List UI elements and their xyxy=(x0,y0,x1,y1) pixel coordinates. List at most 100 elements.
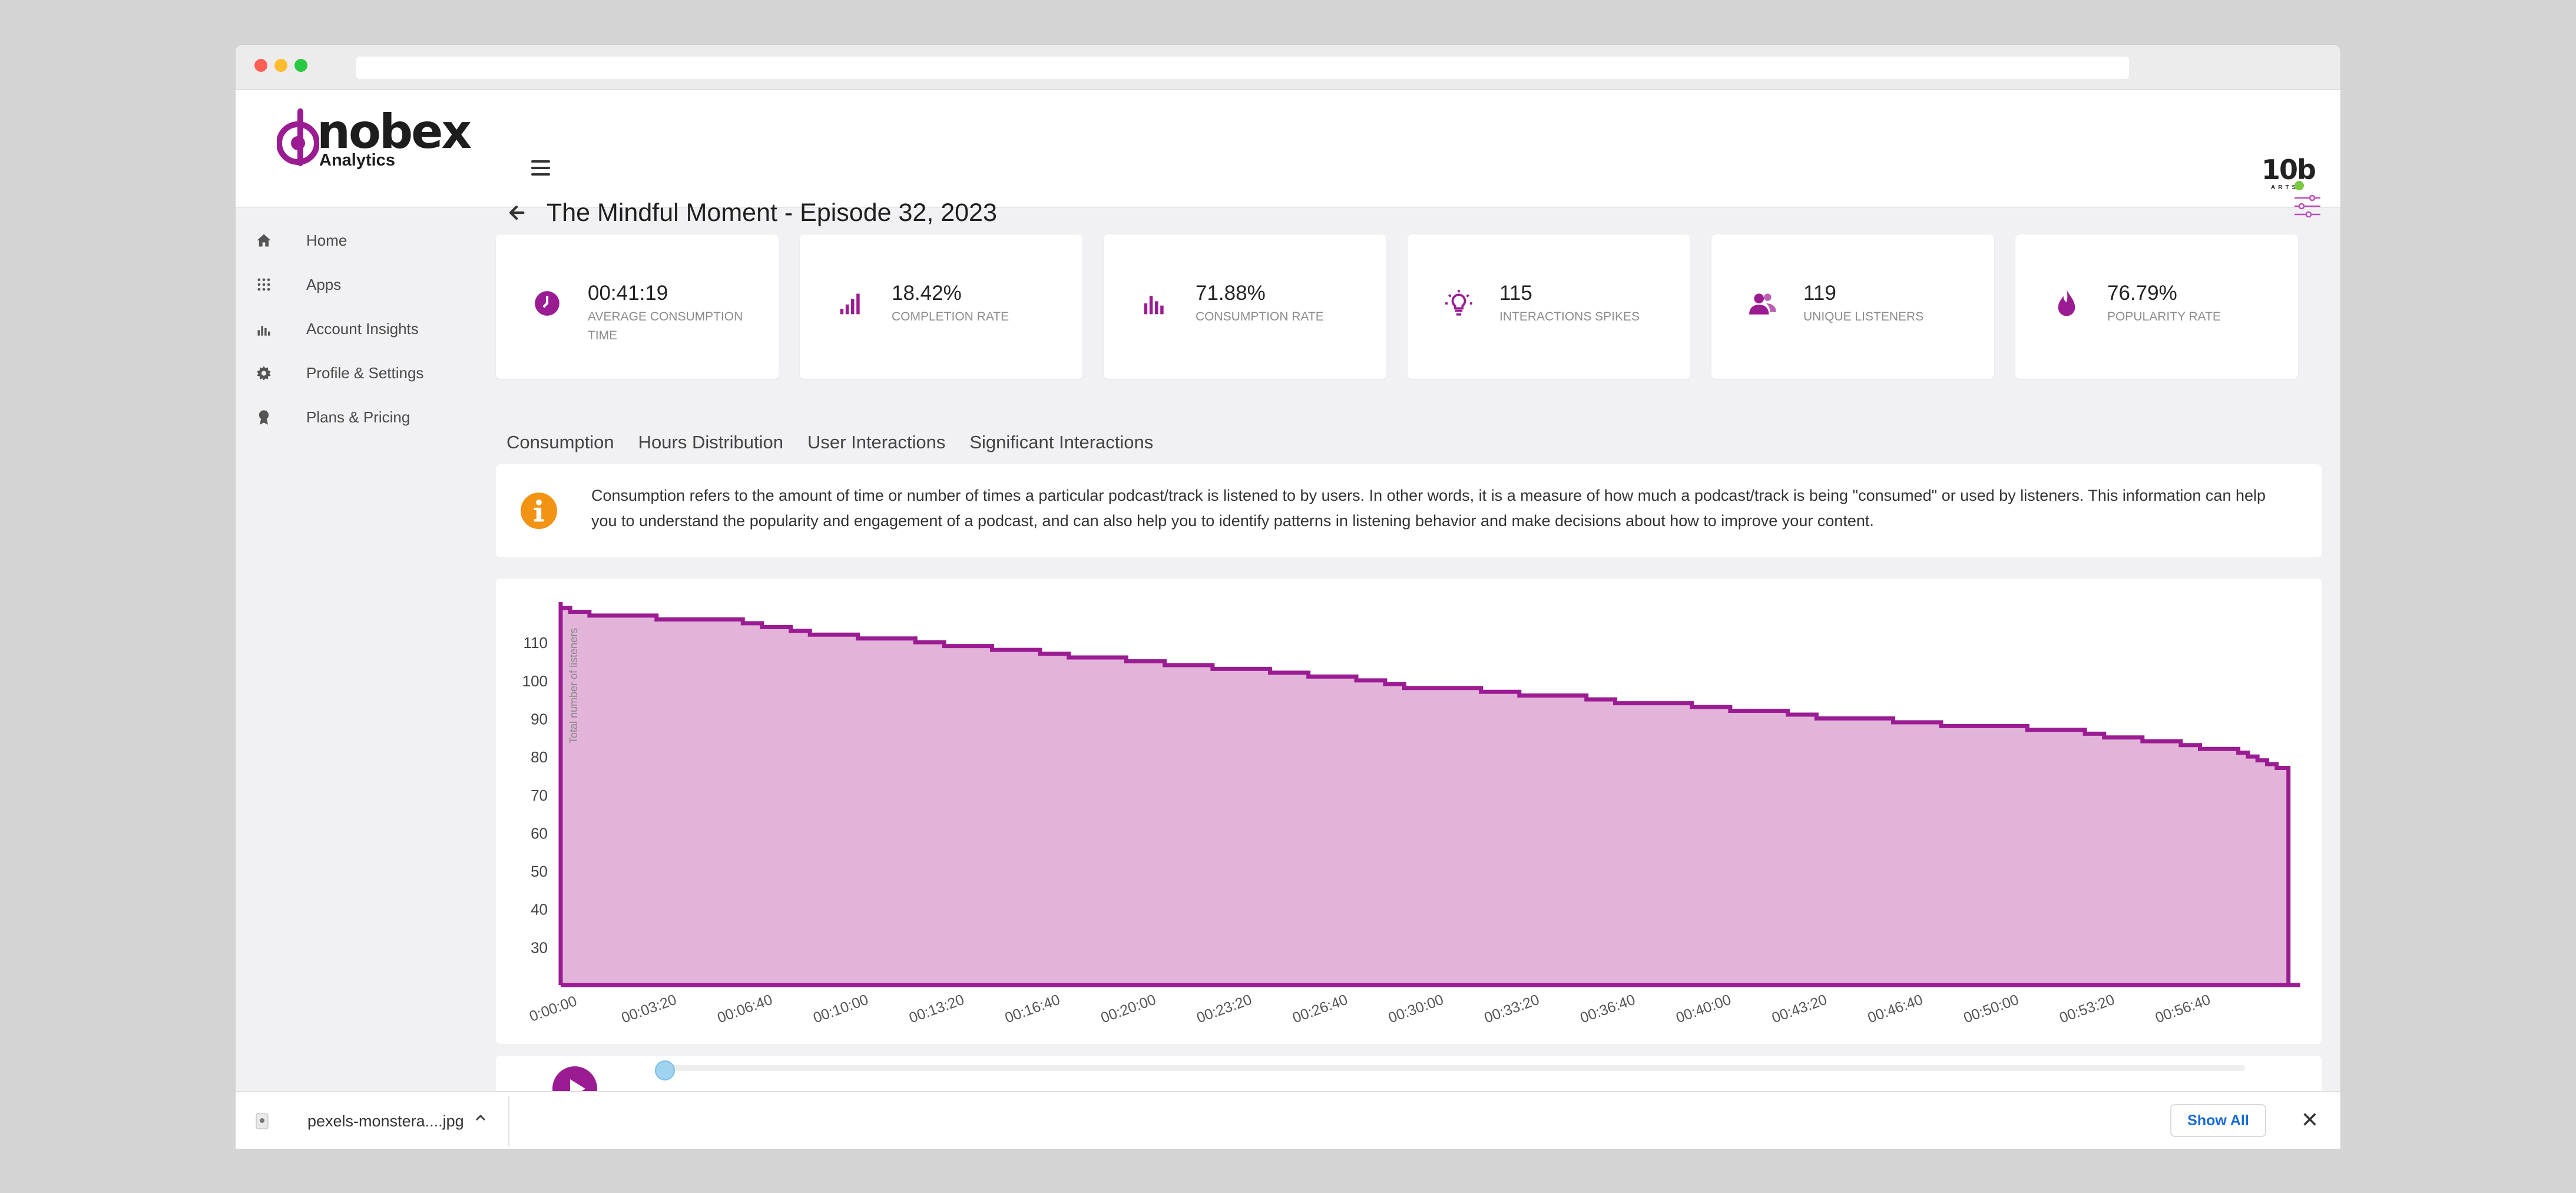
users-icon xyxy=(1747,287,1779,319)
metric-value: 71.88% xyxy=(1196,282,1266,305)
gear-icon xyxy=(257,366,271,381)
chart-x-tick-label: 00:43:20 xyxy=(1770,992,1829,1027)
browser-window: nobex Analytics 10b ARTS Home Apps xyxy=(236,45,2340,1149)
metrics-cards: 00:41:19 AVERAGE CONSUMPTION TIME 18.42%… xyxy=(496,234,2322,379)
bar-chart-icon xyxy=(1139,287,1171,319)
metric-card-unique-listeners: 119 UNIQUE LISTENERS xyxy=(1711,234,1994,379)
clock-icon xyxy=(531,287,563,319)
sidebar-item-apps[interactable]: Apps xyxy=(256,270,341,299)
image-file-icon xyxy=(256,1113,269,1129)
metric-caption: AVERAGE CONSUMPTION TIME xyxy=(588,310,743,342)
chart-y-axis-label: Total number of listeners xyxy=(568,628,580,743)
chart-x-tick-label: 00:56:40 xyxy=(2153,992,2213,1027)
chart-x-tick-label: 0:00:00 xyxy=(527,993,579,1025)
chart-y-tick-label: 60 xyxy=(531,824,548,842)
player-progress-thumb[interactable] xyxy=(655,1060,675,1080)
info-panel: Consumption refers to the amount of time… xyxy=(496,464,2322,557)
sidebar-item-label: Home xyxy=(306,231,347,249)
close-window-button[interactable] xyxy=(254,59,267,72)
show-all-button[interactable]: Show All xyxy=(2170,1104,2266,1137)
apps-grid-icon xyxy=(257,278,270,291)
chart-y-tick-label: 80 xyxy=(531,748,548,766)
logo-mark-icon xyxy=(277,108,319,166)
sidebar: Home Apps Account Insights Profile & Set… xyxy=(236,208,489,1103)
page-title: The Mindful Moment - Episode 32, 2023 xyxy=(547,198,997,227)
close-icon[interactable] xyxy=(2302,1111,2318,1128)
logo-subtitle: Analytics xyxy=(319,150,395,170)
back-arrow-icon[interactable] xyxy=(506,203,527,223)
chart-x-tick-label: 00:46:40 xyxy=(1866,992,1925,1027)
sidebar-item-account-insights[interactable]: Account Insights xyxy=(256,314,419,343)
brand-logo-subtext: ARTS xyxy=(2271,184,2299,191)
logo-word: nobex xyxy=(317,104,472,159)
app-header: nobex Analytics 10b ARTS xyxy=(236,90,2340,208)
chart-series-line xyxy=(558,606,2291,985)
metric-value: 18.42% xyxy=(892,282,962,305)
metric-value: 119 xyxy=(1803,282,1836,305)
sidebar-item-label: Profile & Settings xyxy=(306,363,424,382)
filter-sliders-icon[interactable] xyxy=(2293,192,2322,220)
page-title-row: The Mindful Moment - Episode 32, 2023 xyxy=(506,186,997,239)
sidebar-item-profile-settings[interactable]: Profile & Settings xyxy=(256,358,423,388)
signal-bars-icon xyxy=(835,287,867,319)
chart-x-tick-label: 00:40:00 xyxy=(1674,992,1733,1027)
chart-x-tick-label: 00:10:00 xyxy=(811,992,870,1027)
hamburger-menu-icon[interactable] xyxy=(531,160,550,176)
chart-x-tick-label: 00:06:40 xyxy=(715,992,774,1027)
home-icon xyxy=(257,234,271,247)
chart-y-tick-label: 30 xyxy=(531,938,548,956)
metric-card-popularity-rate: 76.79% POPULARITY RATE xyxy=(2015,234,2298,379)
chart-x-tick-label: 00:33:20 xyxy=(1482,992,1542,1027)
account-brand-logo[interactable]: 10b ARTS xyxy=(2262,154,2316,195)
flame-icon xyxy=(2051,287,2082,319)
chart-x-tick-label: 00:16:40 xyxy=(1003,992,1062,1027)
tab-significant-interactions[interactable]: Significant Interactions xyxy=(969,432,1154,452)
chart-y-tick-label: 110 xyxy=(524,634,548,652)
content-tabs: Consumption Hours Distribution User Inte… xyxy=(506,428,1177,457)
download-filename: pexels-monstera....jpg xyxy=(307,1112,464,1130)
brand-logo-text: 10b xyxy=(2262,154,2316,186)
sidebar-item-label: Account Insights xyxy=(306,319,419,338)
minimize-window-button[interactable] xyxy=(274,59,287,72)
player-progress-track[interactable] xyxy=(667,1065,2245,1071)
chart-x-tick-label: 00:53:20 xyxy=(2057,992,2117,1027)
consumption-chart-card: 30 40 50 60 70 80 90 100 110 Total number of list… xyxy=(496,579,2322,1044)
sidebar-item-home[interactable]: Home xyxy=(256,226,347,255)
maximize-window-button[interactable] xyxy=(294,59,307,72)
sidebar-item-plans-pricing[interactable]: Plans & Pricing xyxy=(256,402,410,432)
download-bar: pexels-monstera....jpg Show All xyxy=(236,1091,2340,1149)
address-bar[interactable] xyxy=(356,57,2129,79)
metric-caption: UNIQUE LISTENERS xyxy=(1803,310,1924,323)
metric-caption: INTERACTIONS SPIKES xyxy=(1499,310,1640,323)
metric-value: 00:41:19 xyxy=(588,282,668,305)
chart-x-tick-label: 00:20:00 xyxy=(1098,992,1158,1027)
chart-x-tick-label: 00:30:00 xyxy=(1386,992,1446,1027)
chart-x-tick-label: 00:13:20 xyxy=(907,992,966,1027)
download-item[interactable]: pexels-monstera....jpg xyxy=(256,1108,464,1135)
chart-area-fill xyxy=(561,608,2289,985)
divider xyxy=(508,1096,509,1146)
chart-y-tick-label: 40 xyxy=(531,901,548,918)
info-text: Consumption refers to the amount of time… xyxy=(591,487,2266,530)
tab-hours-distribution[interactable]: Hours Distribution xyxy=(638,432,784,452)
chart-x-tick-label: 00:23:20 xyxy=(1194,992,1254,1027)
info-icon xyxy=(521,493,557,529)
lightbulb-icon xyxy=(1443,287,1475,319)
sidebar-item-label: Plans & Pricing xyxy=(306,408,410,426)
metric-card-completion-rate: 18.42% COMPLETION RATE xyxy=(800,234,1082,379)
tab-user-interactions[interactable]: User Interactions xyxy=(807,432,946,452)
metric-caption: CONSUMPTION RATE xyxy=(1196,310,1324,323)
tab-consumption[interactable]: Consumption xyxy=(506,432,614,452)
nobex-logo[interactable]: nobex Analytics xyxy=(277,103,472,174)
chart-y-tick-label: 90 xyxy=(531,710,548,728)
chart-x-tick-label: 00:36:40 xyxy=(1578,992,1637,1027)
chart-x-tick-label: 00:26:40 xyxy=(1290,992,1350,1027)
metric-card-consumption-rate: 71.88% CONSUMPTION RATE xyxy=(1104,234,1386,379)
chart-y-tick-label: 100 xyxy=(522,672,548,690)
chevron-up-icon[interactable] xyxy=(474,1111,488,1125)
consumption-chart: 30 40 50 60 70 80 90 100 110 Total number of list… xyxy=(522,602,2300,1027)
metric-value: 115 xyxy=(1499,282,1532,305)
chart-y-tick-label: 70 xyxy=(531,786,548,804)
metric-caption: POPULARITY RATE xyxy=(2107,310,2221,323)
chart-x-tick-label: 00:03:20 xyxy=(620,992,679,1027)
